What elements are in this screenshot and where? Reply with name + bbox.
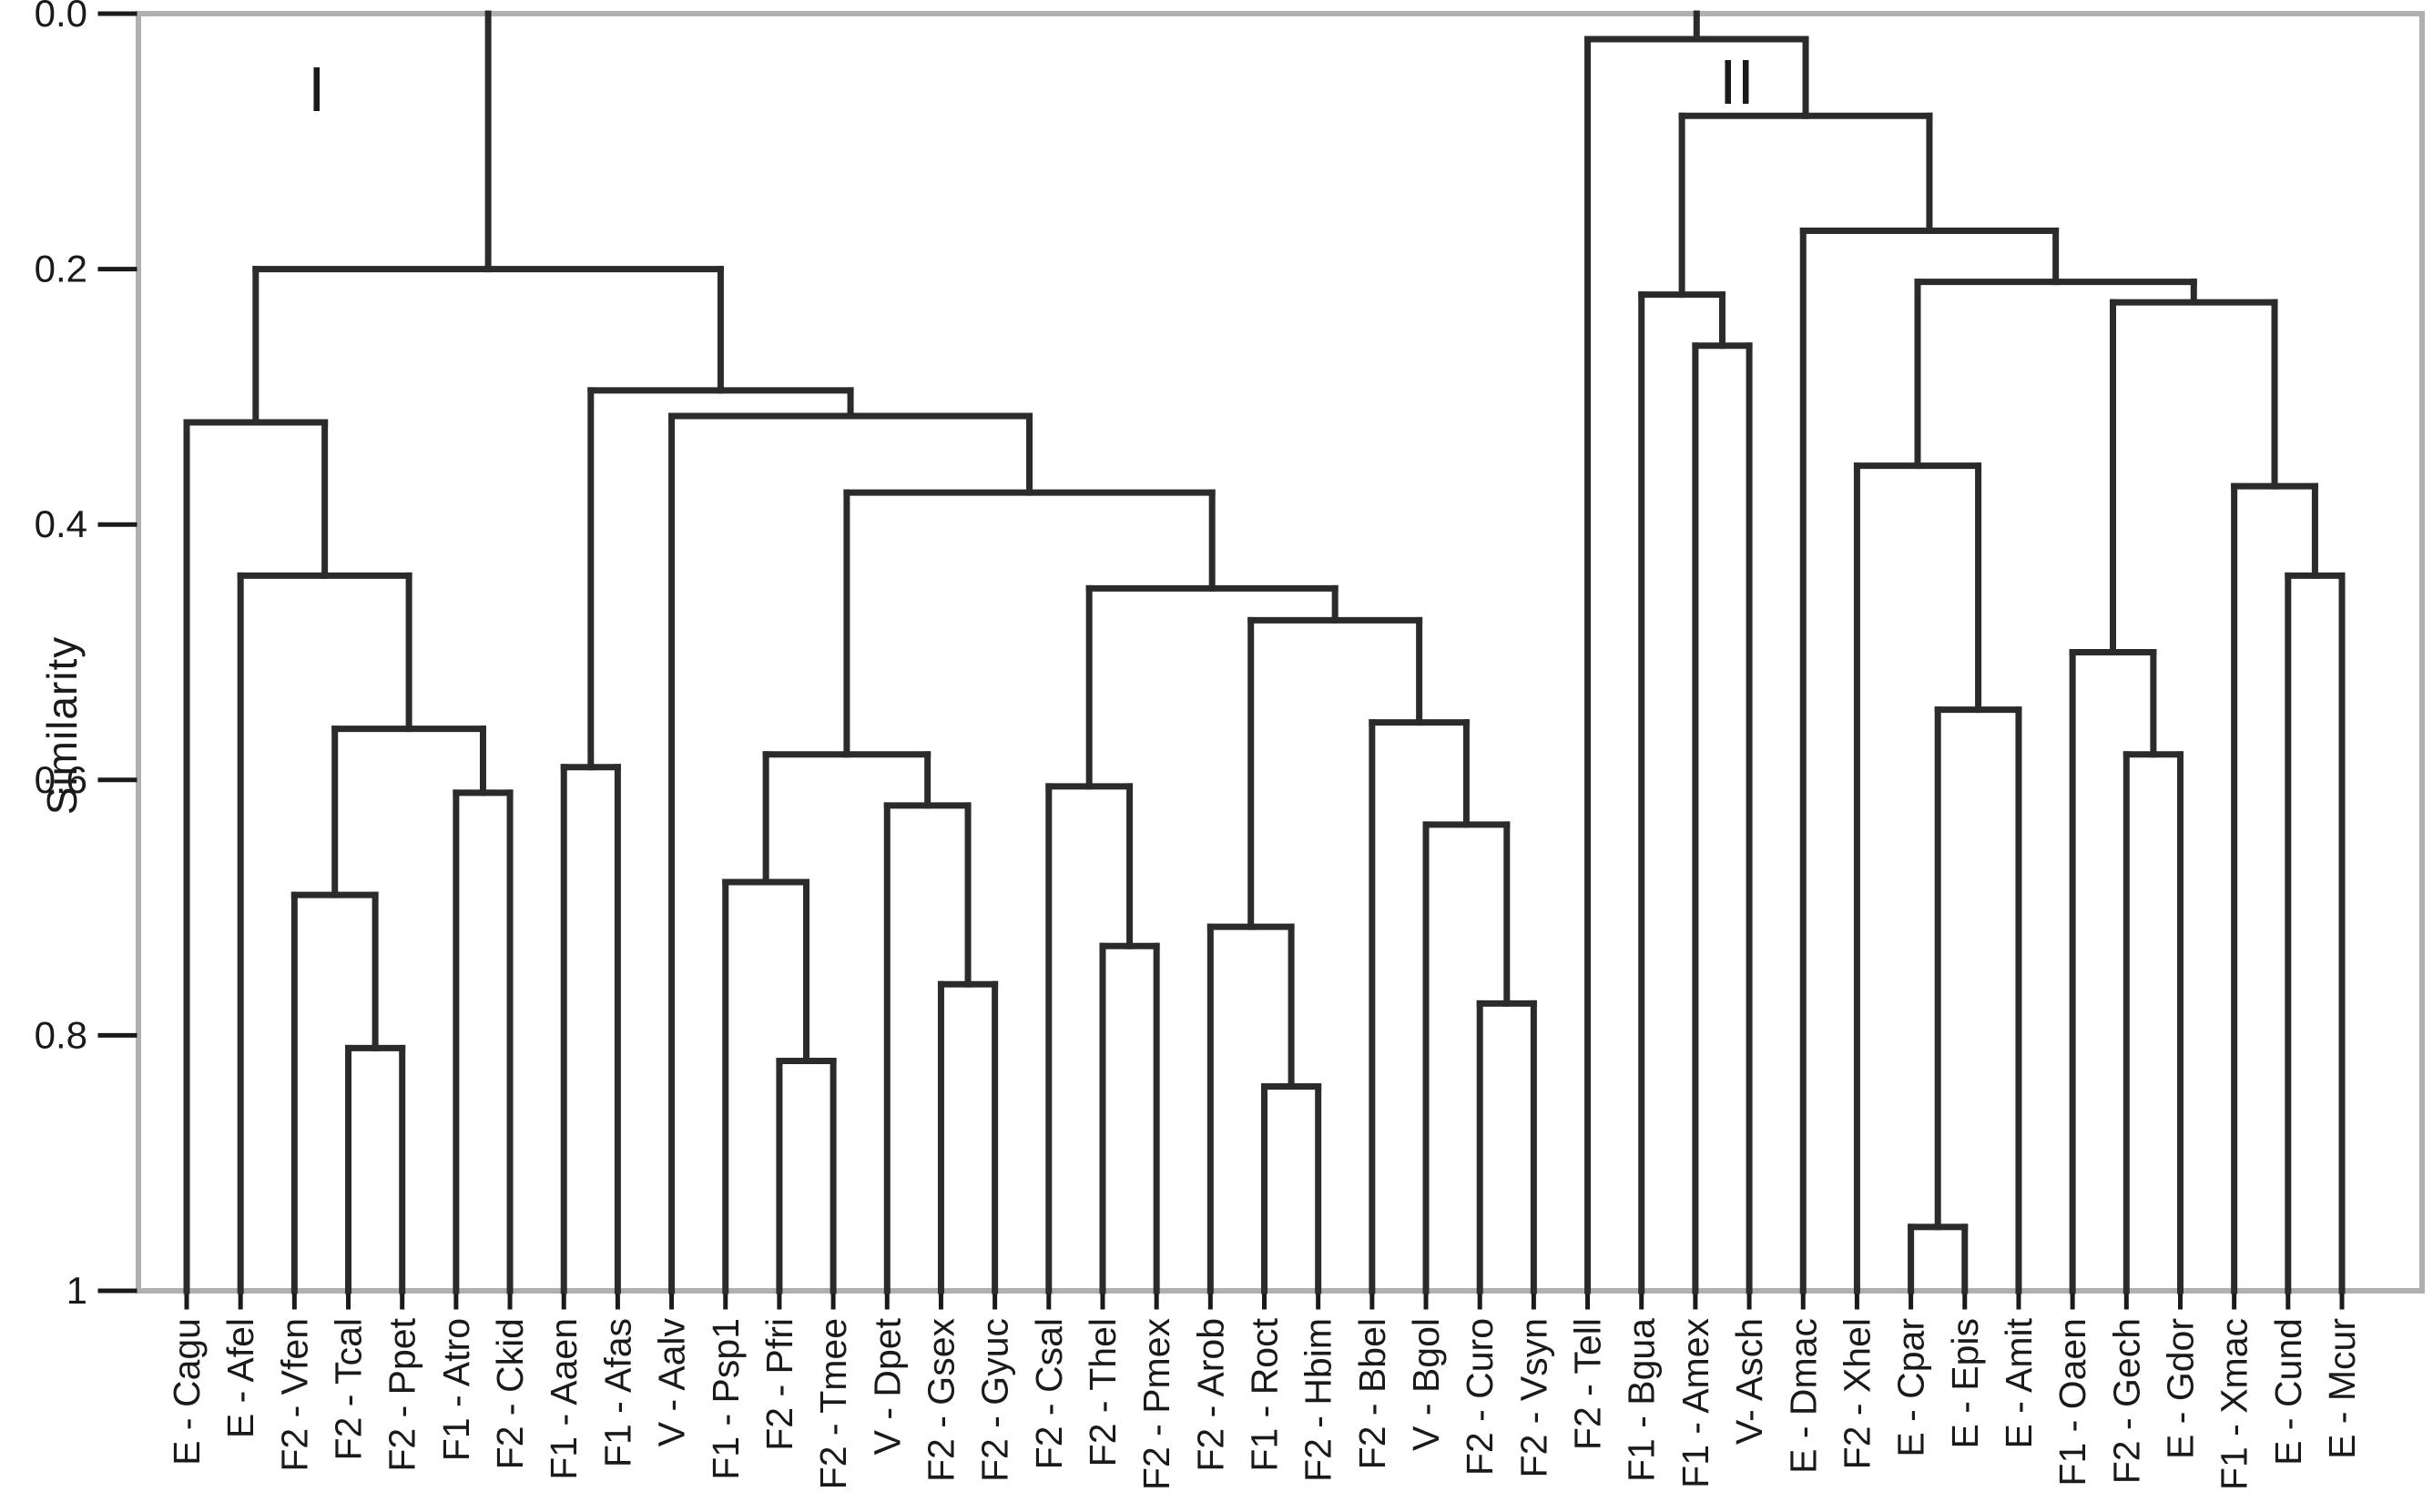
cluster-label-I: I xyxy=(308,54,326,125)
leaf-label: F2 - Gsex xyxy=(920,1318,962,1482)
leaf-label: E - Cund xyxy=(2267,1318,2309,1466)
leaf-label: F2 - Pfri xyxy=(758,1318,800,1451)
leaf-label: V- Asch xyxy=(1728,1318,1770,1445)
y-tick-label: 0.8 xyxy=(35,1013,87,1056)
leaf-label: F2 - Ppet xyxy=(382,1317,423,1471)
leaf-label: F2 - Gyuc xyxy=(974,1318,1016,1482)
leaf-label: F2 - Ckid xyxy=(489,1318,531,1469)
leaf-label: F2 - Arob xyxy=(1189,1318,1231,1472)
leaf-label: F2 - Csal xyxy=(1028,1318,1070,1469)
leaf-label: F1 - Psp1 xyxy=(705,1318,747,1480)
plot-frame xyxy=(136,11,2425,1294)
leaf-label: F2 - Pmex xyxy=(1135,1318,1177,1491)
leaf-label: E - Mcur xyxy=(2321,1318,2363,1459)
leaf-label: V - Dpet xyxy=(866,1317,908,1455)
y-tick-label: 0.6 xyxy=(35,758,87,801)
y-tick-label: 0.4 xyxy=(35,502,87,545)
leaf-label: F1 - Roct xyxy=(1244,1317,1286,1471)
y-tick-label: 0.2 xyxy=(35,248,87,290)
leaf-label: E - Cpar xyxy=(1890,1318,1932,1457)
leaf-label: F1 - Oaen xyxy=(2051,1318,2093,1487)
leaf-label: F1 - Aaen xyxy=(543,1318,585,1480)
leaf-label: F2 - Tmee xyxy=(812,1318,854,1489)
leaf-label: F2 - Curo xyxy=(1459,1318,1501,1476)
leaf-label: E - Afel xyxy=(219,1318,261,1438)
leaf-label: F1 - Amex xyxy=(1675,1318,1716,1488)
y-tick-label: 0.0 xyxy=(35,0,87,35)
leaf-label: F1 - Atro xyxy=(435,1318,477,1461)
leaf-label: F1 - Afas xyxy=(596,1318,638,1467)
leaf-label: E - Cagu xyxy=(166,1318,208,1466)
leaf-label: E - Amit xyxy=(1998,1317,2040,1448)
leaf-label: V - Bgol xyxy=(1405,1318,1447,1451)
leaf-label: E - Epis xyxy=(1944,1318,1986,1449)
leaf-label: F2 - Thel xyxy=(1082,1318,1124,1466)
y-axis-title: Similarity xyxy=(38,635,86,816)
leaf-label: E - Gdor xyxy=(2159,1318,2201,1459)
leaf-label: F1 - Xmac xyxy=(2214,1318,2255,1490)
leaf-label: F2 - Hbim xyxy=(1298,1318,1339,1482)
leaf-label: F2 - Tcal xyxy=(328,1318,370,1460)
leaf-label: V - Aalv xyxy=(651,1318,693,1447)
leaf-label: F1 - Bgua xyxy=(1621,1318,1663,1482)
y-tick-label: 1 xyxy=(66,1269,87,1312)
leaf-label: F2 - Vsyn xyxy=(1512,1318,1554,1477)
cluster-label-II: II xyxy=(1719,46,1755,117)
leaf-label: F2 - Bbel xyxy=(1351,1318,1393,1469)
leaf-label: F2 - Xhel xyxy=(1836,1318,1878,1469)
leaf-label: F2 - Tell xyxy=(1567,1318,1609,1450)
leaf-label: E - Dmac xyxy=(1782,1318,1824,1474)
leaf-label: F2 - Vfen xyxy=(273,1318,315,1472)
leaf-label: F2 - Gech xyxy=(2105,1318,2147,1484)
